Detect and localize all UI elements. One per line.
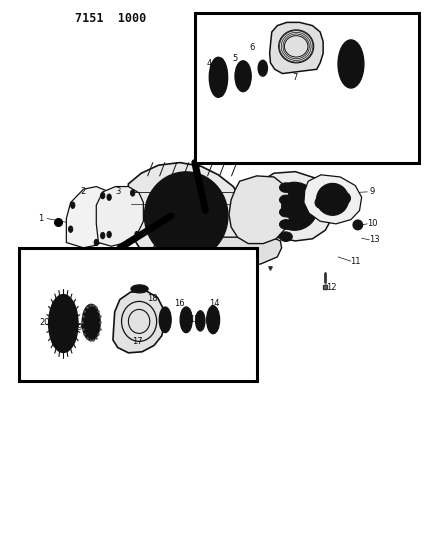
Polygon shape [152,237,282,268]
Text: 7151  1000: 7151 1000 [75,12,146,25]
Ellipse shape [279,207,292,217]
Ellipse shape [180,307,192,333]
Ellipse shape [214,64,223,90]
Ellipse shape [94,239,98,246]
Text: 12: 12 [327,284,337,292]
Text: 11: 11 [350,257,360,265]
Polygon shape [96,187,143,246]
Ellipse shape [261,64,265,72]
Text: 4: 4 [207,60,212,68]
Text: 5: 5 [233,54,238,63]
Ellipse shape [279,195,292,205]
Ellipse shape [209,58,227,98]
Ellipse shape [68,226,73,232]
Bar [19,248,257,381]
Ellipse shape [86,310,97,335]
Ellipse shape [339,192,351,204]
Ellipse shape [353,220,363,230]
Polygon shape [66,187,118,248]
Ellipse shape [71,202,75,208]
Ellipse shape [53,303,74,344]
Ellipse shape [131,190,135,196]
Ellipse shape [135,231,139,238]
Ellipse shape [183,313,189,326]
Ellipse shape [316,183,348,215]
Ellipse shape [235,61,251,92]
Ellipse shape [343,48,359,80]
Text: 17: 17 [132,337,142,345]
Ellipse shape [279,232,292,241]
Text: 16: 16 [175,300,185,308]
Ellipse shape [107,194,111,200]
Polygon shape [113,290,165,353]
Text: 6: 6 [250,44,255,52]
Ellipse shape [82,304,100,341]
Ellipse shape [107,231,111,238]
Ellipse shape [158,187,214,245]
Text: 3: 3 [115,188,120,196]
Ellipse shape [239,68,247,85]
Ellipse shape [126,239,131,246]
Text: 7: 7 [293,73,298,82]
Ellipse shape [144,172,228,260]
Ellipse shape [162,313,168,326]
Ellipse shape [207,306,220,334]
Text: 18: 18 [147,294,157,303]
Polygon shape [304,175,362,224]
Ellipse shape [101,192,105,199]
Polygon shape [270,22,323,74]
Text: 8: 8 [346,52,351,60]
Text: 2: 2 [81,188,86,196]
Text: 10: 10 [367,220,377,228]
Text: 19: 19 [72,324,82,332]
Text: 1: 1 [38,214,43,223]
Ellipse shape [198,316,202,326]
Ellipse shape [58,313,68,334]
Ellipse shape [282,193,307,219]
Ellipse shape [101,232,105,239]
Text: 14: 14 [209,300,219,308]
Text: 20: 20 [40,318,50,327]
Polygon shape [128,163,244,269]
Text: 15: 15 [190,316,200,324]
Polygon shape [257,172,334,241]
Ellipse shape [210,313,217,326]
Ellipse shape [315,197,327,208]
Text: 13: 13 [369,236,380,244]
Ellipse shape [271,182,318,230]
Polygon shape [229,176,291,244]
Ellipse shape [279,183,292,192]
Ellipse shape [347,56,355,71]
Ellipse shape [338,40,364,88]
Ellipse shape [258,60,268,76]
Bar [195,13,419,163]
Ellipse shape [196,311,205,331]
Ellipse shape [279,220,292,229]
Ellipse shape [131,285,148,293]
Ellipse shape [49,295,78,352]
Ellipse shape [159,307,171,333]
Text: 9: 9 [370,188,375,196]
